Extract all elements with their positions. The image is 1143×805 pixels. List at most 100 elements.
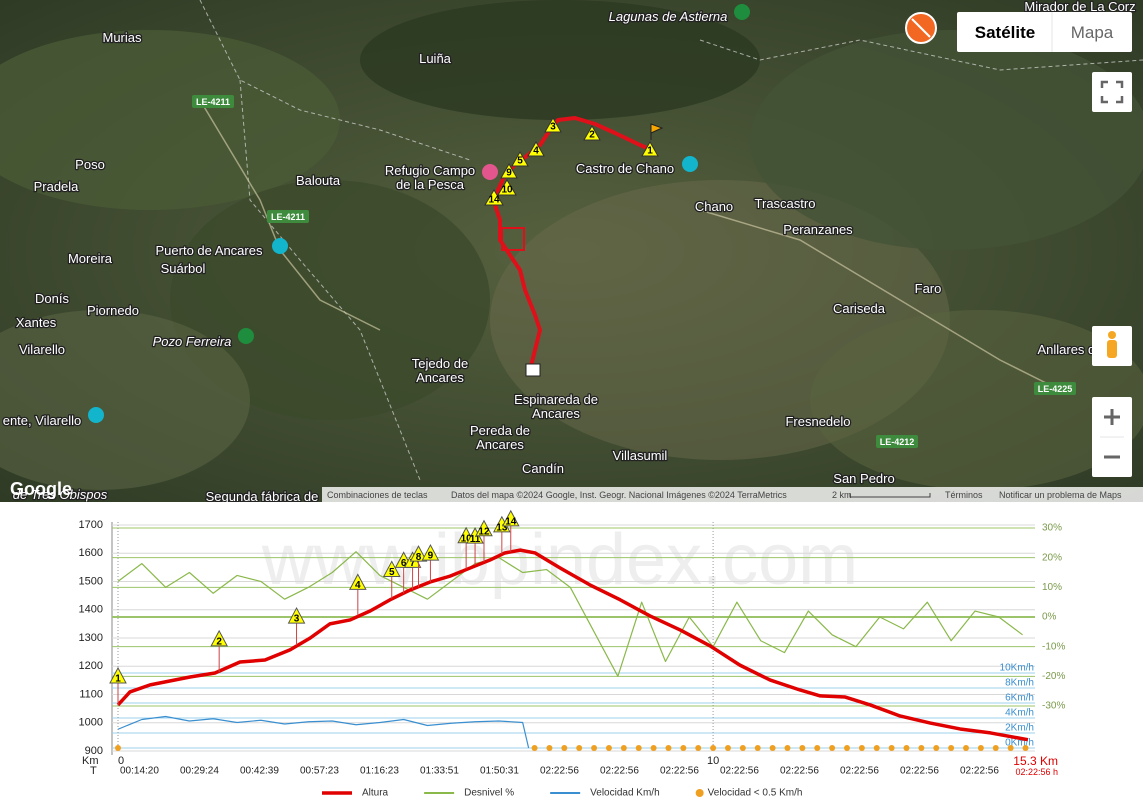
scale-bar xyxy=(849,493,931,498)
waypoint-label: 4 xyxy=(355,580,361,591)
map-button[interactable]: Mapa xyxy=(1071,23,1114,42)
poi-pin[interactable] xyxy=(88,407,104,423)
time-label: 02:22:56 xyxy=(600,766,639,777)
place-label: Puerto de Ancares xyxy=(156,243,263,258)
map-waypoint xyxy=(511,150,529,167)
time-label: 00:29:24 xyxy=(180,766,219,777)
legend-label: Desnivel % xyxy=(464,788,514,799)
time-label: 00:42:39 xyxy=(240,766,279,777)
series-point xyxy=(873,745,880,751)
park-pin[interactable] xyxy=(238,328,254,344)
end-time: 02:22:56 h xyxy=(1015,767,1058,777)
route-track xyxy=(493,116,653,371)
y-tick-label: 1700 xyxy=(79,519,103,531)
series-point xyxy=(843,745,850,751)
time-label: 02:22:56 xyxy=(900,766,939,777)
map-waypoint xyxy=(641,140,659,157)
end-distance: 15.3 Km xyxy=(1013,754,1058,768)
y2-tick-label: -30% xyxy=(1042,701,1065,712)
fullscreen-icon xyxy=(1100,80,1124,104)
place-label: de Tres Obispos xyxy=(13,487,108,502)
waypoint-marker xyxy=(501,509,520,527)
zoom-in-button[interactable] xyxy=(1104,409,1120,425)
place-label: Espinareda de xyxy=(514,392,598,407)
place-label: Luiña xyxy=(419,51,452,66)
place-label: Villasumil xyxy=(613,448,668,463)
park-pin[interactable] xyxy=(734,4,750,20)
place-label: Mirador de La Corz xyxy=(1024,0,1135,14)
series-point xyxy=(918,745,925,751)
map-waypoint-label: 4 xyxy=(533,146,539,157)
series-point xyxy=(1007,745,1014,751)
waypoint-label: 13 xyxy=(496,522,508,533)
waypoint-label: 5 xyxy=(389,567,395,578)
y2-tick-label: 30% xyxy=(1042,523,1062,534)
waypoint-label: 2 xyxy=(216,637,222,648)
road-label: LE-4211 xyxy=(271,212,305,222)
series-point xyxy=(591,745,598,751)
place-label: Chano xyxy=(695,199,733,214)
series-point xyxy=(1022,745,1029,751)
x-tick-label: 10 xyxy=(707,755,719,767)
place-label: de la Pesca xyxy=(396,177,465,192)
y-tick-label: 1100 xyxy=(79,688,103,700)
road-sign xyxy=(876,435,918,448)
finish-flag xyxy=(525,363,541,377)
lodging-pin[interactable] xyxy=(482,164,498,180)
road-sign xyxy=(192,95,234,108)
satellite-button[interactable]: Satélite xyxy=(975,23,1035,42)
waypoint-marker xyxy=(348,573,367,590)
pegman-body xyxy=(1107,340,1117,358)
waypoint-marker xyxy=(475,519,493,537)
y3-tick-label: 10Km/h xyxy=(1000,663,1034,674)
map-waypoint xyxy=(497,179,517,196)
place-label: Balouta xyxy=(296,173,341,188)
map-waypoint-label: 1 xyxy=(647,146,653,157)
series-point xyxy=(888,745,895,751)
place-label: Anllares de xyxy=(1037,342,1102,357)
series-point xyxy=(576,745,583,751)
series-point xyxy=(724,745,731,751)
place-label: Cariseda xyxy=(833,301,886,316)
start-flag xyxy=(650,123,664,140)
report-link[interactable]: Notificar un problema de Maps xyxy=(999,490,1122,500)
series-point xyxy=(635,745,642,751)
place-label: Candín xyxy=(522,461,564,476)
waypoint-label: 8 xyxy=(416,552,422,563)
series-point xyxy=(858,745,865,751)
series-point xyxy=(754,745,761,751)
poi-pin[interactable] xyxy=(272,238,288,254)
poi-pin[interactable] xyxy=(682,156,698,172)
terrain xyxy=(360,0,760,120)
time-label: 01:33:51 xyxy=(420,766,459,777)
series-point xyxy=(977,745,984,751)
waypoint-label: 3 xyxy=(294,614,300,625)
place-label: Piornedo xyxy=(87,303,139,318)
map[interactable]: 1 2 3 4 5 9 10 14 Lagunas de Astierna Mi… xyxy=(0,0,1143,504)
boundary xyxy=(199,0,1143,481)
map-waypoint xyxy=(500,162,518,179)
y2-tick-label: 10% xyxy=(1042,582,1062,593)
y2-tick-label: 0% xyxy=(1042,612,1057,623)
place-label: Ancares xyxy=(416,370,464,385)
place-label: Ancares xyxy=(476,437,524,452)
series-point xyxy=(799,745,806,751)
series-point xyxy=(680,745,687,751)
series-point xyxy=(933,745,940,751)
map-logo: Google xyxy=(10,479,72,499)
time-label: 02:22:56 xyxy=(780,766,819,777)
time-label: 01:50:31 xyxy=(480,766,519,777)
terms-link[interactable]: Términos xyxy=(945,490,983,500)
map-waypoint xyxy=(527,140,545,157)
y-tick-label: 900 xyxy=(85,745,103,757)
route-marker xyxy=(501,227,525,251)
place-label: Moreira xyxy=(68,251,113,266)
waypoint-label: 14 xyxy=(505,516,517,527)
map-waypoints: 1 2 3 4 5 9 10 14 xyxy=(484,116,659,206)
keyboard-shortcuts[interactable]: Combinaciones de teclas xyxy=(327,490,428,500)
series-point xyxy=(814,745,821,751)
scale-label: 2 km xyxy=(832,490,852,500)
place-label: Pradela xyxy=(34,179,80,194)
fullscreen-button[interactable] xyxy=(1092,72,1132,112)
